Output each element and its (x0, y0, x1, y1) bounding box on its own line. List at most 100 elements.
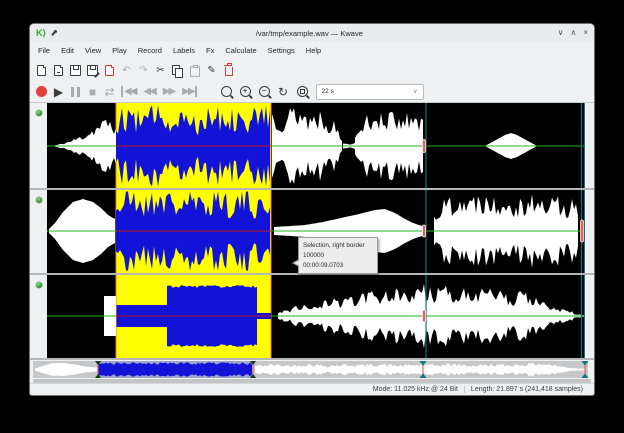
overview-bar[interactable] (33, 361, 588, 378)
paste-icon (189, 64, 200, 77)
zoom-selection-button[interactable] (220, 85, 232, 98)
draw-icon: ✎ (207, 64, 216, 76)
menubar: File Edit View Play Record Labels Fx Cal… (30, 42, 594, 59)
selection-tooltip: Selection, right border 100000 00:00:09.… (292, 237, 378, 275)
zoom-all-icon: ↻ (278, 84, 289, 99)
draw-button[interactable]: ✎ (206, 64, 217, 77)
menu-calculate[interactable]: Calculate (225, 46, 257, 55)
record-icon (36, 86, 47, 97)
record-button[interactable] (36, 85, 47, 98)
menu-help[interactable]: Help (305, 46, 322, 55)
tooltip-title: Selection, right border (303, 242, 365, 249)
open-file-button[interactable] (53, 64, 64, 77)
zoom-all-button[interactable]: ↻ (278, 85, 289, 98)
menu-labels[interactable]: Labels (172, 46, 196, 55)
pause-icon (71, 86, 80, 97)
new-file-button[interactable] (36, 64, 47, 77)
track-3-enabled-led[interactable] (35, 282, 42, 288)
zoom-in-icon: + (239, 86, 251, 97)
track-2-controls (30, 190, 47, 273)
zoom-controls: + − ↻ (220, 85, 308, 98)
close-button[interactable]: × (583, 28, 588, 37)
overview-row (30, 361, 594, 378)
menu-record[interactable]: Record (137, 46, 162, 55)
zoom-out-button[interactable]: − (258, 85, 270, 98)
new-file-icon (37, 64, 46, 76)
undo-button[interactable]: ↶ (121, 64, 132, 77)
titlebar: K⟩ /var/tmp/example.wav — Kwave ∨ ∧ × (30, 24, 594, 42)
track-2-enabled-led[interactable] (35, 197, 42, 203)
status-length: Length: 21.897 s (241,418 samples) (463, 386, 589, 393)
save-icon (70, 64, 81, 76)
save-button[interactable] (70, 64, 81, 77)
paste-button[interactable] (189, 64, 200, 77)
close-file-icon (105, 64, 114, 76)
stop-icon: ■ (88, 84, 97, 99)
zoom-in-button[interactable]: + (239, 85, 251, 98)
tooltip-time: 00:00:09.0703 (303, 261, 344, 269)
zoom-level-value: 22 s (321, 88, 334, 95)
loop-button[interactable]: ⇄ (104, 85, 115, 98)
pin-icon (50, 29, 58, 37)
stop-button[interactable]: ■ (87, 85, 98, 98)
loop-icon: ⇄ (104, 84, 115, 99)
track-1-enabled-led[interactable] (35, 110, 42, 116)
copy-button[interactable] (172, 64, 183, 78)
zoom-normal-icon (296, 86, 308, 97)
status-mode: Mode: 11.025 kHz @ 24 Bit (372, 386, 458, 393)
track-3-controls (30, 275, 47, 358)
skip-forward-button[interactable]: ▶▶ (182, 85, 198, 98)
menu-play[interactable]: Play (112, 46, 127, 55)
seek-backward-button[interactable]: ◀◀ (143, 85, 156, 98)
track-1-waveform[interactable] (47, 103, 585, 188)
zoom-selection-icon (220, 86, 232, 97)
transport-controls: ▶ ■ ⇄ ◀◀ ◀◀ ▶▶ ▶▶ (36, 85, 199, 98)
skip-backward-icon: ◀◀ (121, 86, 137, 97)
pause-button[interactable] (70, 85, 81, 98)
undo-icon: ↶ (122, 64, 131, 76)
window-title: /var/tmp/example.wav — Kwave (255, 28, 363, 38)
copy-icon (172, 65, 183, 78)
chevron-down-icon: ∨ (413, 89, 418, 95)
track-row-3 (30, 275, 594, 360)
menu-fx[interactable]: Fx (206, 46, 215, 55)
skip-backward-button[interactable]: ◀◀ (121, 85, 137, 98)
signal-view (30, 102, 594, 383)
maximize-button[interactable]: ∧ (570, 28, 577, 37)
delete-icon (223, 63, 233, 76)
playback-toolbar: ▶ ■ ⇄ ◀◀ ◀◀ ▶▶ ▶▶ + − ↻ 22 s ∨ (30, 81, 594, 102)
menu-settings[interactable]: Settings (267, 46, 295, 55)
menu-view[interactable]: View (85, 46, 102, 55)
track-3-waveform[interactable] (47, 275, 585, 358)
kwave-app-icon: K⟩ (36, 27, 47, 38)
menu-file[interactable]: File (38, 46, 51, 55)
redo-button[interactable]: ↷ (138, 64, 149, 77)
save-as-button[interactable] (87, 64, 98, 77)
file-toolbar: ↶ ↷ ✂ ✎ (30, 59, 594, 81)
track-row-1 (30, 103, 594, 190)
tooltip-sample: 100000 (303, 251, 325, 259)
menu-edit[interactable]: Edit (61, 46, 75, 55)
zoom-normal-button[interactable] (296, 85, 308, 98)
horizontal-scrollbar[interactable] (33, 379, 591, 383)
zoom-out-icon: − (258, 86, 270, 97)
statusbar: Mode: 11.025 kHz @ 24 Bit Length: 21.897… (30, 383, 594, 395)
close-file-button[interactable] (104, 64, 115, 77)
skip-forward-icon: ▶▶ (182, 86, 197, 97)
delete-button[interactable] (223, 63, 234, 77)
track-2-waveform[interactable] (47, 190, 585, 273)
redo-icon: ↷ (139, 64, 148, 76)
track-row-2 (30, 190, 594, 275)
seek-forward-icon: ▶▶ (162, 86, 176, 97)
play-button[interactable]: ▶ (53, 85, 64, 98)
play-icon: ▶ (53, 84, 64, 99)
kwave-window: K⟩ /var/tmp/example.wav — Kwave ∨ ∧ × Fi… (30, 24, 594, 395)
cut-icon: ✂ (156, 64, 165, 76)
cut-button[interactable]: ✂ (155, 64, 166, 77)
open-file-icon (54, 64, 63, 76)
minimize-button[interactable]: ∨ (557, 28, 564, 37)
scrollbar-thumb[interactable] (33, 379, 591, 383)
seek-backward-icon: ◀◀ (143, 86, 156, 97)
seek-forward-button[interactable]: ▶▶ (163, 85, 176, 98)
zoom-level-combobox[interactable]: 22 s ∨ (315, 83, 424, 100)
